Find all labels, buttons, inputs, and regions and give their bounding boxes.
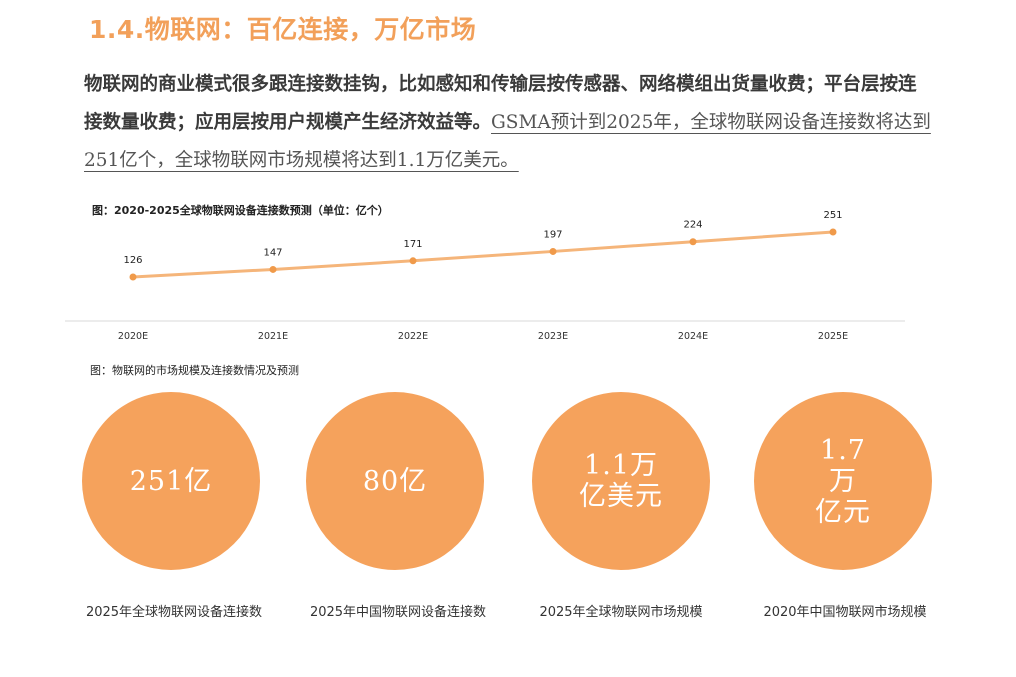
stat-label: 2020年中国物联网市场规模 [763, 605, 927, 620]
data-label: 197 [543, 229, 562, 240]
x-tick-label: 2023E [538, 331, 568, 342]
data-point [129, 273, 137, 281]
data-point [269, 265, 277, 273]
data-label: 224 [683, 220, 702, 231]
section-title: 1.4.物联网：百亿连接，万亿市场 [89, 15, 477, 44]
stat-circle-china-market: 1.7 万 亿元 [754, 392, 932, 570]
stat-value: 251亿 [129, 465, 213, 497]
x-tick-label: 2022E [398, 331, 428, 342]
connections-line-chart: 126 2020E 147 2021E 171 2022E 197 2023E 224 2024E… [65, 210, 905, 342]
stat-label: 2025年全球物联网市场规模 [539, 605, 703, 620]
data-point [549, 247, 557, 255]
x-tick-label: 2021E [258, 331, 288, 342]
intro-paragraph: 物联网的商业模式很多跟连接数挂钩，比如感知和传输层按传感器、网络模组出货量收费；… [84, 66, 934, 180]
series-line [132, 230, 834, 279]
stat-value: 1.7 万 亿元 [815, 434, 871, 528]
data-point [409, 257, 417, 265]
paragraph-bold-text: 物联网的商业模式很多跟连接数挂钩，比如感知和传输层按传感器、网络模组出货量收费；… [84, 74, 917, 133]
stat-circle-china-connections: 80亿 [306, 392, 484, 570]
data-label: 147 [263, 247, 282, 258]
stat-circle-global-market: 1.1万 亿美元 [532, 392, 710, 570]
stat-label: 2025年中国物联网设备连接数 [309, 605, 487, 620]
data-label: 171 [403, 239, 422, 250]
stat-value: 80亿 [362, 465, 428, 497]
stat-label: 2025年全球物联网设备连接数 [85, 605, 263, 620]
x-tick-label: 2025E [818, 331, 848, 342]
x-tick-label: 2020E [118, 331, 148, 342]
stat-circle-global-connections: 251亿 [82, 392, 260, 570]
data-point [829, 228, 837, 236]
paragraph-underlined-text: GSMA预计到2025年，全球物联网设备连接数将达到251亿个，全球物联网市场规… [84, 112, 931, 171]
chart-caption: 图：2020-2025全球物联网设备连接数预测（单位：亿个） [92, 204, 389, 217]
stat-value: 1.1万 亿美元 [579, 450, 663, 512]
data-label: 126 [123, 255, 142, 266]
data-point [689, 238, 697, 246]
x-tick-label: 2024E [678, 331, 708, 342]
data-label: 251 [823, 210, 842, 221]
stats-caption: 图：物联网的市场规模及连接数情况及预测 [90, 364, 299, 377]
